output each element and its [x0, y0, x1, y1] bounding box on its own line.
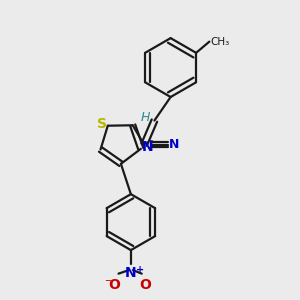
Text: H: H	[141, 111, 150, 124]
Text: O: O	[140, 278, 152, 292]
Text: N: N	[142, 140, 153, 154]
Text: ⁻: ⁻	[104, 278, 111, 290]
Text: C: C	[145, 140, 153, 150]
Text: CH₃: CH₃	[211, 37, 230, 46]
Text: N: N	[125, 266, 137, 280]
Text: O: O	[108, 278, 120, 292]
Text: +: +	[136, 265, 144, 275]
Text: N: N	[169, 138, 179, 151]
Text: S: S	[97, 117, 107, 131]
